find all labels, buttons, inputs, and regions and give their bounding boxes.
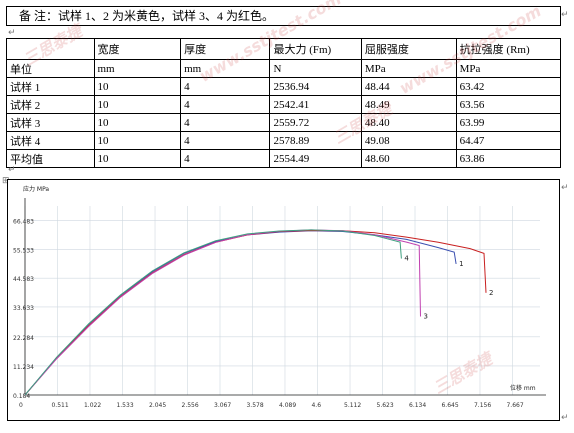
table-row: 试样 4 10 4 2578.89 49.08 64.47 — [6, 131, 562, 150]
x-tick-label: 7.667 — [506, 402, 523, 409]
x-tick-label: 6.645 — [441, 402, 458, 409]
table-cell: 4 — [180, 131, 271, 150]
series-label: 4 — [404, 255, 409, 263]
y-axis-label: 应力 MPa — [23, 185, 49, 193]
series-line-1 — [24, 230, 457, 396]
x-tick-label: 4.089 — [279, 402, 296, 409]
series-line-2 — [24, 229, 487, 396]
table-cell: 63.99 — [455, 113, 562, 132]
table-cell: 4 — [180, 95, 271, 114]
table-cell: 64.47 — [455, 131, 562, 150]
x-tick-label: 5.112 — [344, 402, 361, 409]
table-cell: 4 — [180, 113, 271, 132]
results-table: 宽度 厚度 最大力 (Fm) 屈服强度 抗拉强度 (Rm) 单位 mm mm N MPa MPa 试样… — [6, 38, 562, 168]
x-tick-label: 3.578 — [246, 402, 263, 409]
table-cell: 抗拉强度 (Rm) — [455, 38, 562, 60]
table-cell: 48.44 — [360, 77, 457, 96]
series-label: 3 — [423, 313, 427, 321]
x-axis-label: 位移 mm — [510, 384, 536, 392]
table-cell: 最大力 (Fm) — [269, 38, 362, 60]
table-row: 试样 3 10 4 2559.72 48.40 63.99 — [6, 113, 562, 132]
table-cell: 厚度 — [180, 38, 271, 60]
table-cell: 单位 — [6, 59, 95, 78]
table-header-row: 宽度 厚度 最大力 (Fm) 屈服强度 抗拉强度 (Rm) — [6, 38, 562, 60]
table-cell: 10 — [93, 95, 182, 114]
x-tick-label: 1.533 — [116, 402, 133, 409]
paragraph-mark-icon: ↵ — [561, 10, 569, 20]
x-tick-label: 0 — [19, 402, 23, 409]
table-cell: MPa — [455, 59, 562, 78]
table-cell: 10 — [93, 149, 182, 168]
table-cell: 10 — [93, 113, 182, 132]
table-cell: 试样 1 — [6, 77, 95, 96]
paragraph-mark-icon: ↵ — [8, 165, 16, 175]
table-cell: 49.08 — [360, 131, 457, 150]
series-line-4 — [24, 229, 402, 396]
table-cell: 试样 3 — [6, 113, 95, 132]
table-row: 试样 2 10 4 2542.41 48.49 63.56 — [6, 95, 562, 114]
table-cell: 试样 2 — [6, 95, 95, 114]
table-cell: 4 — [180, 149, 271, 168]
table-cell: 2542.41 — [269, 95, 362, 114]
table-cell: 10 — [93, 77, 182, 96]
y-tick-label: 11.234 — [13, 364, 34, 371]
x-tick-label: 2.556 — [182, 402, 199, 409]
x-tick-label: 1.022 — [84, 402, 101, 409]
table-row: 单位 mm mm N MPa MPa — [6, 59, 562, 78]
y-tick-label: 66.483 — [13, 219, 34, 226]
table-cell: 2578.89 — [269, 131, 362, 150]
table-cell: mm — [180, 59, 271, 78]
series-label: 2 — [489, 289, 493, 297]
series-label: 1 — [459, 260, 463, 268]
table-row: 平均值 10 4 2554.49 48.60 63.86 — [6, 149, 562, 168]
stress-displacement-chart: 66.483 55.533 44.583 33.633 22.284 11.234 0.18… — [13, 185, 546, 409]
sample-note: 备 注：试样 1、2 为米黄色，试样 3、4 为红色。 — [6, 6, 561, 26]
y-tick-label: 44.583 — [13, 276, 34, 283]
chart-frame: 66.483 55.533 44.583 33.633 22.284 11.234 0.18… — [7, 179, 560, 421]
table-cell: 48.40 — [360, 113, 457, 132]
x-tick-label: 4.6 — [311, 402, 321, 409]
x-tick-label: 6.134 — [409, 402, 426, 409]
paragraph-mark-icon: ↵ — [561, 183, 569, 193]
x-tick-label: 7.156 — [474, 402, 491, 409]
table-anchor-icon: ⊞ — [2, 176, 10, 186]
table-cell: 2559.72 — [269, 113, 362, 132]
table-cell: 63.56 — [455, 95, 562, 114]
table-cell: 屈服强度 — [360, 38, 457, 60]
table-cell: 2554.49 — [269, 149, 362, 168]
y-tick-label: 55.533 — [13, 247, 34, 254]
table-cell: 48.49 — [360, 95, 457, 114]
table-cell: N — [269, 59, 362, 78]
table-cell: 2536.94 — [269, 77, 362, 96]
x-tick-label: 3.067 — [214, 402, 231, 409]
table-row: 试样 1 10 4 2536.94 48.44 63.42 — [6, 77, 562, 96]
y-tick-label: 22.284 — [13, 335, 34, 342]
table-cell: 63.86 — [455, 149, 562, 168]
table-cell: 10 — [93, 131, 182, 150]
table-cell — [6, 38, 95, 60]
y-tick-label: 0.184 — [13, 393, 30, 400]
paragraph-mark-icon: ↵ — [561, 413, 569, 423]
series-line-3 — [24, 229, 421, 396]
x-tick-label: 2.045 — [149, 402, 166, 409]
y-tick-label: 33.633 — [13, 305, 34, 312]
table-cell: 宽度 — [93, 38, 182, 60]
table-cell: 试样 4 — [6, 131, 95, 150]
note-text: 备 注：试样 1、2 为米黄色，试样 3、4 为红色。 — [19, 9, 275, 23]
table-cell: 48.60 — [360, 149, 457, 168]
table-cell: 63.42 — [455, 77, 562, 96]
x-tick-label: 0.511 — [51, 402, 68, 409]
x-tick-label: 5.623 — [377, 402, 394, 409]
table-cell: 4 — [180, 77, 271, 96]
table-cell: mm — [93, 59, 182, 78]
table-cell: MPa — [360, 59, 457, 78]
table-cell: 平均值 — [6, 149, 95, 168]
paragraph-mark-icon: ↵ — [8, 28, 16, 38]
